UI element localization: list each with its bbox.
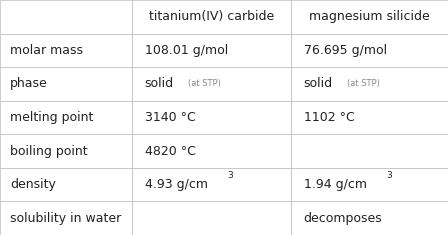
Bar xyxy=(132,168,291,201)
Bar xyxy=(132,34,291,67)
Text: (at STP): (at STP) xyxy=(347,79,379,88)
Text: density: density xyxy=(10,178,56,191)
Bar xyxy=(291,201,448,235)
Text: melting point: melting point xyxy=(10,111,93,124)
Text: molar mass: molar mass xyxy=(10,44,83,57)
Bar xyxy=(0,101,132,134)
Bar xyxy=(132,134,291,168)
Bar xyxy=(291,101,448,134)
Text: decomposes: decomposes xyxy=(304,212,383,225)
Bar xyxy=(291,168,448,201)
Bar xyxy=(0,168,132,201)
Bar xyxy=(0,34,132,67)
Text: 3: 3 xyxy=(227,171,233,180)
Text: 3: 3 xyxy=(386,171,392,180)
Bar xyxy=(132,67,291,101)
Bar xyxy=(0,201,132,235)
Bar xyxy=(132,101,291,134)
Text: (at STP): (at STP) xyxy=(188,79,220,88)
Text: solid: solid xyxy=(145,77,174,90)
Bar xyxy=(291,67,448,101)
Text: 108.01 g/mol: 108.01 g/mol xyxy=(145,44,228,57)
Bar xyxy=(291,34,448,67)
Bar xyxy=(291,134,448,168)
Bar xyxy=(291,0,448,34)
Text: magnesium silicide: magnesium silicide xyxy=(309,10,430,23)
Text: solid: solid xyxy=(304,77,333,90)
Bar xyxy=(0,0,132,34)
Text: boiling point: boiling point xyxy=(10,145,87,158)
Bar xyxy=(0,134,132,168)
Text: phase: phase xyxy=(10,77,47,90)
Text: solubility in water: solubility in water xyxy=(10,212,121,225)
Text: 4.93 g/cm: 4.93 g/cm xyxy=(145,178,208,191)
Text: 1102 °C: 1102 °C xyxy=(304,111,354,124)
Text: 3140 °C: 3140 °C xyxy=(145,111,195,124)
Text: titanium(IV) carbide: titanium(IV) carbide xyxy=(149,10,274,23)
Text: 1.94 g/cm: 1.94 g/cm xyxy=(304,178,367,191)
Text: 76.695 g/mol: 76.695 g/mol xyxy=(304,44,387,57)
Bar xyxy=(0,67,132,101)
Text: 4820 °C: 4820 °C xyxy=(145,145,196,158)
Bar xyxy=(132,0,291,34)
Bar xyxy=(132,201,291,235)
